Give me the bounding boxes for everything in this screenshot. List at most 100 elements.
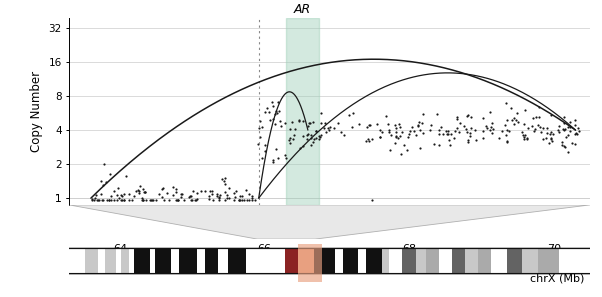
Point — [102, 198, 112, 202]
Point — [573, 131, 582, 136]
Point — [124, 191, 134, 196]
Y-axis label: Copy Number: Copy Number — [29, 71, 43, 152]
Bar — [85, 249, 98, 273]
Point — [255, 118, 264, 123]
Point — [112, 197, 122, 202]
Point — [179, 198, 189, 202]
Point — [169, 184, 178, 189]
Point — [117, 193, 126, 198]
Point — [171, 190, 181, 195]
Point — [384, 130, 394, 135]
Point — [220, 190, 230, 195]
Point — [513, 111, 523, 116]
Point — [450, 128, 459, 133]
Bar — [228, 249, 246, 273]
Point — [547, 138, 556, 143]
Bar — [580, 248, 590, 274]
Bar — [218, 249, 228, 273]
Bar — [439, 249, 452, 273]
Point — [261, 142, 270, 147]
Point — [441, 129, 451, 133]
Point — [285, 137, 294, 142]
Point — [466, 125, 476, 130]
Point — [323, 125, 333, 130]
Bar — [389, 249, 403, 273]
Point — [559, 144, 568, 148]
Point — [391, 135, 401, 140]
Point — [273, 99, 283, 104]
Bar — [559, 249, 590, 273]
Point — [273, 110, 282, 115]
Point — [162, 191, 172, 195]
Point — [544, 140, 553, 145]
Point — [205, 188, 214, 193]
Point — [119, 198, 129, 202]
Text: 70: 70 — [547, 244, 561, 254]
Point — [262, 106, 272, 111]
Point — [507, 106, 517, 111]
Point — [413, 123, 423, 128]
Point — [394, 122, 404, 127]
Point — [285, 135, 294, 140]
Point — [488, 127, 498, 132]
Point — [565, 120, 575, 125]
Point — [304, 121, 314, 126]
Point — [214, 196, 224, 200]
Point — [494, 135, 504, 140]
Point — [165, 198, 175, 202]
Point — [530, 127, 540, 132]
Point — [281, 121, 290, 126]
Point — [222, 193, 231, 198]
Point — [237, 198, 247, 202]
Point — [557, 139, 566, 144]
Point — [536, 129, 545, 134]
Point — [464, 138, 473, 142]
Point — [306, 136, 315, 140]
Point — [272, 108, 281, 113]
Point — [268, 104, 278, 108]
Point — [133, 187, 143, 192]
Point — [538, 137, 548, 141]
Point — [316, 133, 326, 138]
Point — [200, 189, 209, 193]
Point — [290, 127, 299, 132]
Point — [138, 198, 147, 202]
Point — [435, 132, 444, 136]
Point — [303, 132, 312, 137]
Point — [520, 132, 530, 137]
Point — [235, 194, 244, 198]
Point — [486, 125, 495, 129]
Point — [224, 186, 234, 190]
Point — [94, 198, 104, 202]
Point — [191, 198, 201, 202]
Point — [315, 136, 324, 141]
Point — [203, 193, 213, 198]
Point — [157, 186, 167, 191]
Point — [185, 195, 194, 200]
Point — [160, 198, 169, 202]
Point — [308, 120, 318, 125]
Point — [470, 128, 479, 133]
Point — [154, 191, 164, 196]
Point — [558, 127, 568, 131]
Point — [106, 198, 116, 202]
Point — [173, 198, 182, 202]
Bar — [299, 244, 322, 282]
Point — [177, 191, 187, 196]
Text: chrX (Mb): chrX (Mb) — [530, 274, 585, 284]
Point — [511, 118, 521, 122]
Bar — [452, 249, 465, 273]
Point — [247, 194, 257, 198]
Point — [215, 193, 225, 198]
Point — [253, 141, 263, 146]
Point — [442, 132, 452, 137]
Point — [119, 192, 128, 196]
Point — [560, 127, 569, 132]
Point — [559, 127, 569, 132]
Point — [404, 132, 414, 137]
Bar — [197, 249, 205, 273]
Point — [542, 125, 552, 130]
Point — [192, 191, 202, 195]
Point — [176, 192, 186, 197]
Point — [375, 128, 385, 132]
